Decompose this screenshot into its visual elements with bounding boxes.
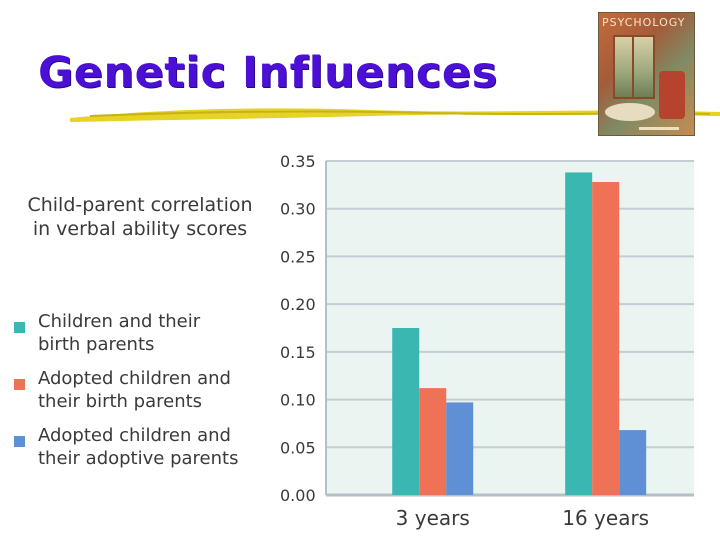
legend-label-line: Adopted children and [38, 368, 231, 389]
book-cover-title: PSYCHOLOGY [602, 16, 686, 29]
bar [592, 181, 620, 495]
y-tick-label: 0.15 [280, 343, 316, 362]
x-category-label: 16 years [562, 506, 649, 530]
y-tick-label: 0.30 [280, 200, 316, 219]
legend-label: Adopted children and their adoptive pare… [38, 424, 268, 470]
y-tick-label: 0.10 [280, 391, 316, 410]
legend-label: Adopted children and their birth parents [38, 367, 268, 413]
bar-chart: 0.00 0.05 0.10 0.15 0.20 0.25 0.30 0.35 3 years 1… [280, 152, 694, 530]
y-tick-label: 0.25 [280, 247, 316, 266]
y-axis-label-line-2: in verbal ability scores [32, 218, 248, 240]
book-table [605, 103, 655, 121]
y-axis-label: Child-parent correlation in verbal abili… [14, 193, 266, 241]
bar [392, 328, 420, 495]
y-tick-label: 0.35 [280, 152, 316, 171]
legend-swatch [14, 322, 25, 333]
bar [565, 172, 593, 496]
bar [619, 430, 647, 495]
bar [419, 388, 447, 495]
book-window [613, 35, 655, 99]
legend-label-line: their adoptive parents [38, 448, 239, 469]
y-tick-label: 0.00 [280, 486, 316, 505]
y-tick-label: 0.20 [280, 295, 316, 314]
book-author-line [639, 127, 679, 130]
book-chair [659, 71, 685, 119]
bar [446, 402, 474, 495]
legend-label-line: Adopted children and [38, 425, 231, 446]
legend-swatch [14, 436, 25, 447]
legend-label: Children and their birth parents [38, 310, 268, 356]
book-cover-image: PSYCHOLOGY [598, 12, 695, 136]
page-title: Genetic Influences [38, 48, 498, 98]
legend-swatch [14, 379, 25, 390]
x-category-label: 3 years [396, 506, 470, 530]
y-tick-label: 0.05 [280, 438, 316, 457]
legend-label-line: their birth parents [38, 391, 203, 412]
y-axis-label-line-1: Child-parent correlation [27, 194, 253, 216]
legend-label-line: Children and their [38, 311, 201, 332]
legend-label-line: birth parents [38, 334, 155, 355]
